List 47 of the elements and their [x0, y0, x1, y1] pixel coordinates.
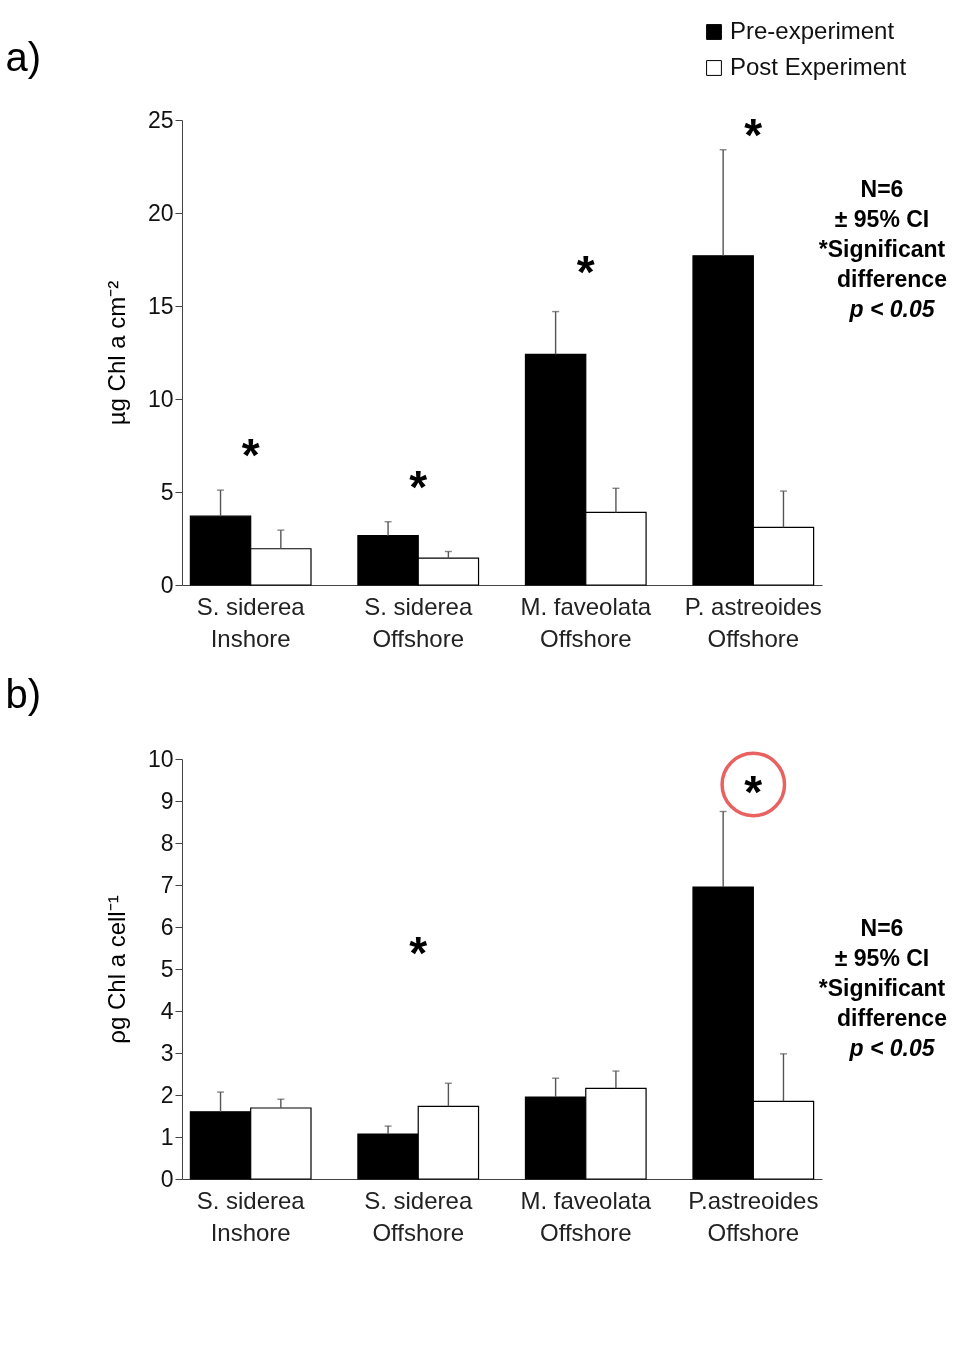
- y-tick-label: 0: [160, 1165, 174, 1192]
- annotation: *Significant: [818, 975, 946, 1001]
- y-axis-title: ρg Chl a cell⁻¹: [102, 895, 130, 1044]
- text: difference: [837, 1005, 947, 1031]
- text: ± 95% CI: [834, 206, 930, 232]
- y-tick-label: 10: [147, 385, 174, 412]
- x-tick-label: M. faveolata Offshore: [520, 592, 652, 652]
- y-tick-label: 3: [160, 1039, 174, 1066]
- x-tick-label: P. astreoides Offshore: [684, 592, 822, 652]
- text: p < 0.05: [848, 1035, 936, 1061]
- legend-label: Pre-experiment: [730, 17, 895, 44]
- legend-label: Post Experiment: [730, 53, 907, 80]
- y-tick-label: 5: [160, 955, 174, 982]
- annotation: *: [409, 460, 428, 513]
- y-tick-label: 25: [147, 106, 174, 133]
- annotation: *: [241, 429, 260, 482]
- y-tick-label: 20: [147, 199, 174, 226]
- y-tick-label: 1: [160, 1123, 174, 1150]
- text: N=6: [860, 176, 904, 202]
- y-tick-label: 10: [147, 745, 174, 772]
- y-axis-title: µg Chl a cm⁻²: [102, 280, 130, 426]
- y-tick-label: 9: [160, 787, 174, 814]
- chart-title: a): [5, 35, 41, 79]
- x-tick-label: S. siderea Offshore: [364, 1186, 473, 1246]
- x-tick-label: S. siderea Inshore: [196, 592, 306, 652]
- text: N=6: [860, 915, 904, 941]
- annotation: *Significant: [818, 236, 946, 262]
- annotation: *: [744, 108, 763, 161]
- y-tick-label: 4: [160, 997, 174, 1024]
- text: ± 95% CI: [834, 945, 930, 971]
- x-tick-label: P.astreoides Offshore: [688, 1186, 819, 1246]
- x-tick-label: S. siderea Inshore: [196, 1186, 306, 1246]
- annotation: *: [409, 927, 428, 980]
- y-tick-label: 5: [160, 478, 174, 505]
- chart-title: b): [5, 672, 41, 717]
- text: difference: [837, 266, 947, 292]
- annotation: *: [744, 765, 763, 818]
- text: p < 0.05: [848, 296, 936, 322]
- annotation: *: [576, 245, 595, 298]
- y-tick-label: 0: [160, 571, 174, 598]
- y-tick-label: 6: [160, 913, 174, 940]
- x-tick-label: S. siderea Offshore: [364, 592, 473, 652]
- y-tick-label: 8: [160, 829, 174, 856]
- x-tick-label: M. faveolata Offshore: [520, 1186, 652, 1246]
- y-tick-label: 7: [160, 871, 174, 898]
- y-tick-label: 2: [160, 1081, 174, 1108]
- y-tick-label: 15: [147, 292, 174, 319]
